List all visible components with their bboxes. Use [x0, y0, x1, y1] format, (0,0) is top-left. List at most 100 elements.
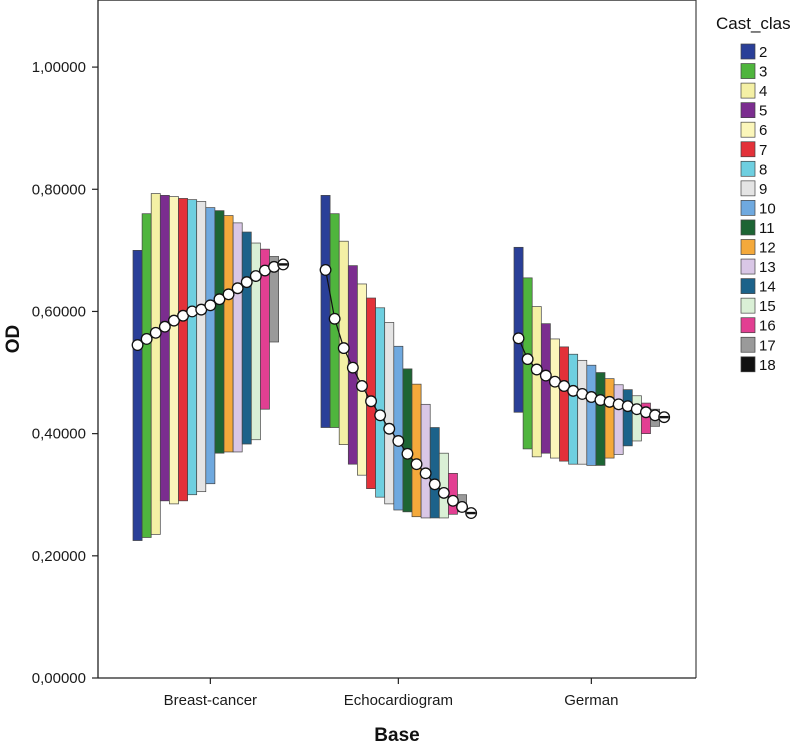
legend-label-3: 3	[759, 64, 767, 81]
bar-7-German	[559, 346, 569, 462]
bar-13-Echocardiogram	[420, 403, 431, 519]
legend-title: Cast_clas	[716, 14, 791, 33]
legend-swatch-11	[740, 219, 756, 236]
legend-swatch-14	[740, 278, 756, 294]
mean-point-8-Echocardiogram	[374, 409, 387, 422]
mean-point-15-Echocardiogram	[437, 486, 450, 499]
mean-point-4-Echocardiogram	[337, 342, 350, 355]
bar-7-Breast-cancer	[178, 198, 188, 502]
bar-2-Echocardiogram	[320, 195, 331, 428]
bar-3-Breast-cancer	[141, 213, 152, 538]
bars-layer	[132, 193, 670, 541]
y-tick-label-3: 0,60000	[32, 303, 86, 320]
mean-point-4-Breast-cancer	[149, 326, 162, 339]
bar-11-German	[595, 372, 606, 466]
legend-swatch-4	[740, 82, 756, 99]
mean-point-5-German	[539, 369, 552, 382]
bar-14-German	[622, 389, 633, 447]
legend-label-17: 17	[759, 337, 776, 354]
mean-point-2-Breast-cancer	[131, 339, 144, 352]
bar-16-Echocardiogram	[448, 472, 458, 515]
x-axis-title: Base	[374, 725, 419, 744]
bar-9-German	[577, 359, 588, 465]
legend-label-9: 9	[759, 181, 767, 198]
legend-label-8: 8	[759, 161, 767, 178]
bar-4-Breast-cancer	[150, 193, 161, 535]
bar-9-Breast-cancer	[196, 201, 207, 493]
legend-label-16: 16	[759, 318, 776, 335]
legend-label-14: 14	[759, 279, 776, 296]
legend-swatch-17	[740, 336, 756, 353]
bar-15-German	[631, 395, 642, 442]
bar-11-Breast-cancer	[214, 210, 225, 454]
bar-10-German	[586, 364, 597, 466]
y-tick-label-4: 0,80000	[32, 181, 86, 198]
bar-5-German	[540, 323, 551, 454]
y-axis-title: OD	[3, 325, 24, 354]
legend-label-5: 5	[759, 103, 767, 120]
bar-8-German	[568, 353, 579, 465]
bar-8-Echocardiogram	[375, 307, 386, 498]
bar-2-German	[513, 246, 524, 413]
legend-swatch-3	[740, 63, 756, 79]
legend-label-11: 11	[759, 220, 775, 237]
legend-label-18: 18	[759, 357, 776, 374]
mean-point-10-Echocardiogram	[392, 435, 405, 447]
bar-12-German	[604, 378, 615, 459]
legend-swatch-7	[740, 141, 756, 158]
mean-point-6-Echocardiogram	[356, 380, 368, 392]
legend-label-2: 2	[759, 44, 767, 61]
mean-point-7-Echocardiogram	[365, 395, 378, 408]
legend-swatch-9	[740, 180, 756, 197]
mean-point-17-Echocardiogram	[456, 500, 469, 513]
y-tick-label-0: 0,00000	[32, 670, 86, 687]
x-category-label-0: Breast-cancer	[164, 692, 257, 709]
legend-label-12: 12	[759, 240, 776, 257]
mean-point-10-Breast-cancer	[204, 299, 217, 312]
legend-swatch-16	[740, 317, 756, 334]
bar-17-Breast-cancer	[269, 256, 279, 343]
mean-point-3-Breast-cancer	[140, 332, 153, 345]
mean-point-5-Echocardiogram	[346, 361, 359, 374]
mean-point-3-German	[521, 353, 534, 366]
bar-5-Breast-cancer	[159, 195, 170, 502]
y-tick-label-1: 0,20000	[32, 548, 86, 565]
bar-13-Breast-cancer	[232, 222, 243, 453]
mean-point-14-Echocardiogram	[428, 478, 441, 491]
legend-swatch-13	[740, 258, 756, 275]
bar-9-Echocardiogram	[384, 322, 395, 505]
x-category-label-1: Echocardiogram	[344, 692, 453, 709]
mean-point-11-Echocardiogram	[401, 447, 414, 460]
legend-swatch-18	[740, 356, 756, 373]
mean-point-5-Breast-cancer	[158, 320, 171, 333]
legend-swatch-2	[740, 43, 756, 60]
legend-label-15: 15	[759, 298, 776, 315]
mean-point-15-Breast-cancer	[249, 270, 262, 282]
legend-label-4: 4	[759, 83, 767, 100]
bar-10-Breast-cancer	[205, 207, 216, 485]
mean-point-7-German	[558, 380, 571, 392]
bar-12-Breast-cancer	[223, 215, 234, 453]
legend-swatch-5	[740, 102, 756, 119]
mean-point-6-Breast-cancer	[167, 314, 180, 327]
bar-8-Breast-cancer	[187, 199, 198, 496]
bar-12-Echocardiogram	[411, 383, 422, 518]
bar-7-Echocardiogram	[366, 297, 376, 489]
legend-swatch-12	[740, 239, 756, 255]
legend-swatch-15	[740, 297, 756, 314]
legend-swatch-10	[740, 200, 756, 216]
mean-point-12-Breast-cancer	[222, 288, 235, 301]
y-tick-label-5: 1,00000	[32, 59, 86, 76]
mean-point-2-German	[512, 332, 525, 345]
mean-point-2-Echocardiogram	[319, 263, 332, 276]
bar-15-Echocardiogram	[438, 452, 449, 519]
x-axis: Breast-cancer Echocardiogram German	[164, 678, 618, 709]
bar-14-Breast-cancer	[241, 231, 252, 445]
mean-point-3-Echocardiogram	[328, 312, 341, 325]
mean-point-9-Echocardiogram	[383, 422, 396, 435]
legend: Cast_clas 2 3 4 5 6 7 8 9 10 11 12 13 14 15 16 17 18	[716, 14, 791, 374]
y-axis: 0,00000 0,20000 0,40000 0,60000 0,80000 1,000…	[32, 59, 98, 687]
legend-label-7: 7	[759, 142, 767, 159]
bar-2-Breast-cancer	[132, 250, 143, 541]
